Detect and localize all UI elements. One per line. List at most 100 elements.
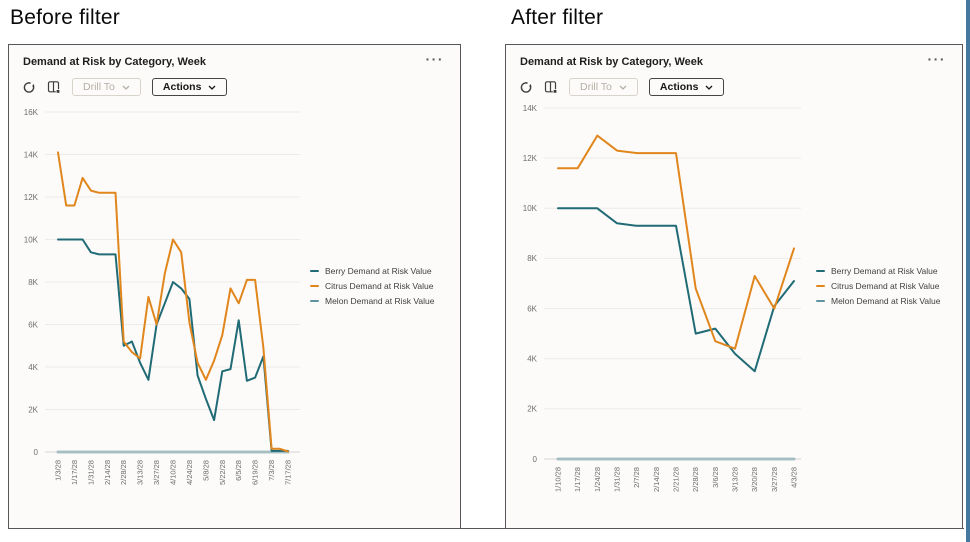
y-tick-label: 8K: [28, 278, 38, 287]
legend-swatch: [310, 299, 319, 303]
chevron-down-icon: [619, 85, 627, 90]
legend-swatch: [310, 284, 319, 288]
refresh-button[interactable]: [22, 80, 36, 94]
legend-swatch: [816, 299, 825, 303]
x-tick-label: 2/28/28: [119, 460, 128, 485]
after-filter-heading: After filter: [511, 6, 604, 29]
x-tick-label: 2/14/28: [652, 467, 661, 492]
y-tick-label: 16K: [24, 108, 39, 117]
book-button[interactable]: [47, 80, 61, 94]
x-tick-label: 2/14/28: [103, 460, 112, 485]
y-tick-label: 0: [34, 448, 39, 457]
refresh-icon: [23, 82, 35, 93]
y-tick-label: 2K: [527, 405, 537, 414]
y-tick-label: 10K: [523, 204, 538, 213]
drill-to-label: Drill To: [580, 81, 612, 93]
book-button[interactable]: [544, 80, 558, 94]
x-tick-label: 1/10/28: [554, 467, 563, 492]
legend-label: Citrus Demand at Risk Value: [325, 281, 434, 291]
chart-title: Demand at Risk by Category, Week: [520, 56, 703, 68]
y-tick-label: 14K: [523, 104, 538, 113]
x-tick-label: 4/10/28: [169, 460, 178, 485]
x-tick-label: 1/31/28: [613, 467, 622, 492]
legend-item[interactable]: Berry Demand at Risk Value: [310, 266, 434, 276]
legend-swatch: [816, 284, 825, 288]
actions-button[interactable]: Actions: [151, 78, 228, 96]
x-tick-label: 6/19/28: [251, 460, 260, 485]
refresh-button[interactable]: [519, 80, 533, 94]
legend-item[interactable]: Citrus Demand at Risk Value: [310, 281, 434, 291]
y-tick-label: 6K: [527, 304, 537, 313]
y-tick-label: 0: [533, 455, 538, 464]
drill-to-button[interactable]: Drill To: [569, 78, 638, 96]
x-tick-label: 3/27/28: [770, 467, 779, 492]
panel-after-filter: Demand at Risk by Category, Week ··· Dri…: [505, 44, 963, 529]
x-tick-label: 7/3/28: [267, 460, 276, 481]
legend-label: Melon Demand at Risk Value: [325, 296, 435, 306]
chart-toolbar: Drill To Actions: [519, 77, 725, 97]
legend-label: Melon Demand at Risk Value: [831, 296, 941, 306]
x-tick-label: 5/22/28: [218, 460, 227, 485]
x-tick-label: 3/6/28: [711, 467, 720, 488]
chart-toolbar: Drill To Actions: [22, 77, 228, 97]
chart-title: Demand at Risk by Category, Week: [23, 56, 206, 68]
actions-label: Actions: [659, 81, 699, 93]
y-tick-label: 14K: [24, 150, 39, 159]
x-tick-label: 3/13/28: [136, 460, 145, 485]
x-tick-label: 1/17/28: [573, 467, 582, 492]
legend-item[interactable]: Berry Demand at Risk Value: [816, 266, 940, 276]
chevron-down-icon: [122, 85, 130, 90]
legend-item[interactable]: Melon Demand at Risk Value: [816, 296, 940, 306]
x-tick-label: 2/7/28: [632, 467, 641, 488]
window-right-edge-strip: [966, 0, 970, 542]
series-line: [57, 238, 289, 452]
window-bottom-edge: [8, 527, 964, 529]
chart-legend: Berry Demand at Risk Value Citrus Demand …: [816, 266, 940, 306]
drill-to-label: Drill To: [83, 81, 115, 93]
x-tick-label: 4/24/28: [185, 460, 194, 485]
x-tick-label: 1/17/28: [70, 460, 79, 485]
x-tick-label: 6/5/28: [234, 460, 243, 481]
chart-legend: Berry Demand at Risk Value Citrus Demand …: [310, 266, 434, 306]
legend-item[interactable]: Melon Demand at Risk Value: [310, 296, 434, 306]
book-icon: [544, 81, 558, 94]
panel-menu-button[interactable]: ···: [927, 51, 946, 67]
book-icon: [47, 81, 61, 94]
series-line: [57, 151, 289, 453]
x-tick-label: 7/17/28: [284, 460, 293, 485]
y-tick-label: 10K: [24, 235, 39, 244]
y-tick-label: 12K: [24, 193, 39, 202]
panel-menu-button[interactable]: ···: [425, 51, 444, 67]
panel-before-filter: Demand at Risk by Category, Week ··· Dri…: [8, 44, 461, 529]
y-tick-label: 6K: [28, 320, 38, 329]
chevron-down-icon: [208, 85, 216, 90]
x-tick-label: 1/24/28: [593, 467, 602, 492]
actions-button[interactable]: Actions: [648, 78, 725, 96]
series-line: [557, 134, 795, 350]
x-tick-label: 2/28/28: [691, 467, 700, 492]
x-tick-label: 3/20/28: [750, 467, 759, 492]
x-tick-label: 1/3/28: [54, 460, 63, 481]
x-tick-label: 1/31/28: [86, 460, 95, 485]
chevron-down-icon: [705, 85, 713, 90]
y-tick-label: 8K: [527, 254, 537, 263]
x-tick-label: 2/21/28: [672, 467, 681, 492]
line-chart-after[interactable]: 0 2K 4K 6K 8K 10K 12K 14K 1/10/28 1/17/28 1/24/28 1…: [506, 45, 964, 530]
series-line: [557, 207, 795, 373]
line-chart-before[interactable]: 0 2K 4K 6K 8K 10K 12K 14K 16K 1/3/28 1/17/28 1/31/2…: [9, 45, 462, 530]
legend-label: Berry Demand at Risk Value: [831, 266, 938, 276]
drill-to-button[interactable]: Drill To: [72, 78, 141, 96]
y-tick-label: 2K: [28, 405, 38, 414]
y-tick-label: 4K: [28, 363, 38, 372]
legend-swatch: [816, 269, 825, 273]
legend-swatch: [310, 269, 319, 273]
x-tick-label: 4/3/28: [790, 467, 799, 488]
actions-label: Actions: [162, 81, 202, 93]
refresh-icon: [520, 82, 532, 93]
y-tick-label: 12K: [523, 154, 538, 163]
legend-item[interactable]: Citrus Demand at Risk Value: [816, 281, 940, 291]
x-tick-label: 3/27/28: [152, 460, 161, 485]
x-tick-label: 5/8/28: [201, 460, 210, 481]
legend-label: Berry Demand at Risk Value: [325, 266, 432, 276]
before-filter-heading: Before filter: [10, 6, 120, 29]
